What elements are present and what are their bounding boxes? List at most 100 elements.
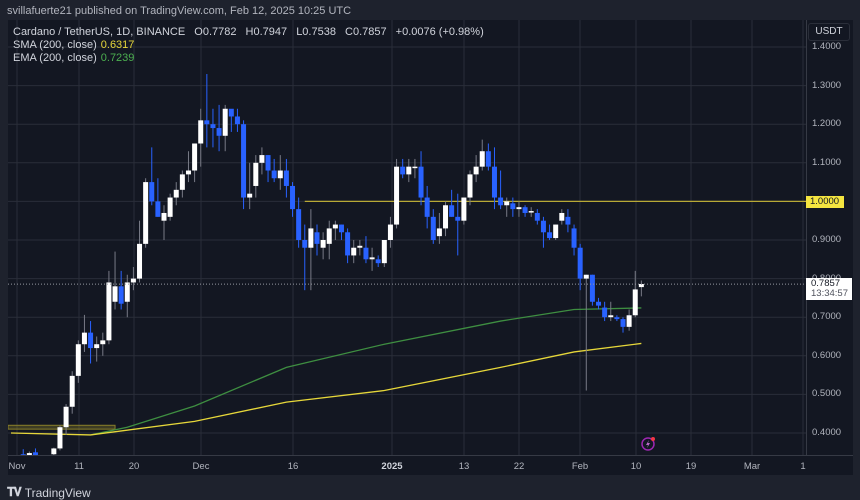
candle-body	[596, 301, 602, 306]
candle-body	[400, 166, 406, 175]
ohlc-high: H0.7947	[245, 26, 288, 38]
price-tick: 1.2000	[812, 118, 842, 130]
candle-body	[106, 282, 112, 341]
candle-body	[638, 284, 644, 288]
time-tick: Mar	[743, 461, 761, 472]
chart-pane[interactable]	[8, 20, 806, 455]
candle-body	[345, 232, 351, 256]
tradingview-logo: 𝐓𝐕 TradingView	[7, 485, 91, 500]
candle-body	[51, 448, 57, 455]
candle-body	[424, 197, 430, 217]
candle-body	[247, 193, 253, 198]
candle-body	[412, 166, 418, 169]
candle-body	[94, 344, 100, 349]
candle-body	[332, 224, 338, 229]
ema-label: EMA (200, close)	[13, 52, 97, 64]
candle-body	[173, 189, 179, 198]
candle-body	[436, 228, 442, 237]
candle-body	[626, 315, 632, 327]
candle-body	[577, 247, 583, 279]
candle-body	[234, 116, 240, 125]
tradingview-logo-icon: 𝐓𝐕	[7, 485, 22, 499]
candle-body	[210, 124, 216, 129]
sma-value: 0.6317	[100, 39, 135, 51]
candle-body	[608, 315, 614, 318]
time-tick: 1	[800, 461, 806, 472]
time-tick: 13	[458, 461, 470, 472]
candle-body	[510, 203, 516, 210]
candle-body	[75, 344, 81, 376]
candle-body	[308, 228, 314, 248]
candle-body	[540, 220, 546, 233]
candle-body	[547, 232, 553, 239]
candle-body	[253, 162, 259, 186]
candle-body	[534, 212, 540, 221]
candle-body	[553, 224, 559, 239]
candle-body	[179, 174, 185, 190]
time-tick: 10	[630, 461, 642, 472]
candle-body	[338, 224, 344, 233]
candle-body	[406, 166, 412, 175]
sma-legend-row[interactable]: SMA (200, close) 0.6317	[13, 39, 484, 52]
candle-body	[443, 205, 449, 229]
candle-body	[467, 174, 473, 198]
candle-body	[326, 228, 332, 244]
candle-body	[455, 216, 461, 221]
currency-button[interactable]: USDT	[808, 23, 850, 41]
event-lightning-icon	[641, 437, 655, 451]
candle-body	[504, 201, 510, 206]
candle-body	[418, 166, 424, 198]
candle-body	[449, 205, 455, 217]
time-tick: 20	[128, 461, 140, 472]
candle-body	[100, 340, 106, 345]
candle-body	[498, 197, 504, 206]
candle-body	[296, 209, 302, 240]
price-tick: 0.9000	[812, 234, 842, 245]
candle-body	[528, 211, 534, 213]
candle-body	[430, 216, 436, 240]
candle-body	[302, 240, 308, 248]
bar-countdown: 13:34:57	[811, 288, 848, 299]
ema-legend-row[interactable]: EMA (200, close) 0.7239	[13, 52, 484, 65]
candle-body	[271, 170, 277, 179]
ema-value: 0.7239	[100, 52, 135, 64]
lightning-glyph	[646, 440, 650, 448]
candle-body	[394, 166, 400, 225]
candle-body	[222, 108, 228, 136]
candle-body	[149, 182, 155, 202]
candle-body	[216, 128, 222, 136]
time-tick: Nov	[8, 461, 26, 472]
candle-body	[565, 216, 571, 225]
ema-line	[90, 307, 642, 436]
time-tick: 16	[287, 461, 299, 472]
candle-body	[290, 185, 296, 210]
candle-body	[559, 212, 565, 221]
candle-body	[130, 278, 136, 283]
candle-body	[241, 124, 247, 198]
time-tick: Dec	[192, 461, 210, 472]
candle-body	[155, 201, 161, 217]
candle-body	[375, 259, 381, 264]
candle-body	[620, 319, 626, 327]
price-tick: 1.1000	[812, 156, 842, 168]
price-axis[interactable]: 1.40001.30001.20001.10001.00000.90000.80…	[806, 20, 853, 475]
candle-body	[185, 170, 191, 175]
candle-body	[485, 151, 491, 167]
price-tick: 0.7000	[812, 311, 842, 323]
published-by-text: svillafuerte21 published on TradingView.…	[7, 5, 352, 17]
candle-body	[69, 375, 75, 407]
symbol-title[interactable]: Cardano / TetherUS, 1D, BINANCE	[13, 26, 186, 38]
candle-body	[143, 182, 149, 244]
candle-body	[112, 286, 118, 302]
last-price-value: 0.7857	[811, 278, 841, 289]
tradingview-brand-text: TradingView	[24, 485, 91, 500]
sma-label: SMA (200, close)	[13, 39, 97, 51]
time-tick: 2025	[381, 461, 403, 472]
candle-body	[283, 170, 289, 186]
candle-body	[491, 166, 497, 198]
time-axis[interactable]: Nov 11 20 Dec 16 2025 13 22 Feb 10 19 Mar 1	[8, 455, 853, 475]
candlestick-plot[interactable]	[8, 20, 806, 455]
candle-body	[473, 166, 479, 175]
footer-bar	[0, 475, 860, 500]
